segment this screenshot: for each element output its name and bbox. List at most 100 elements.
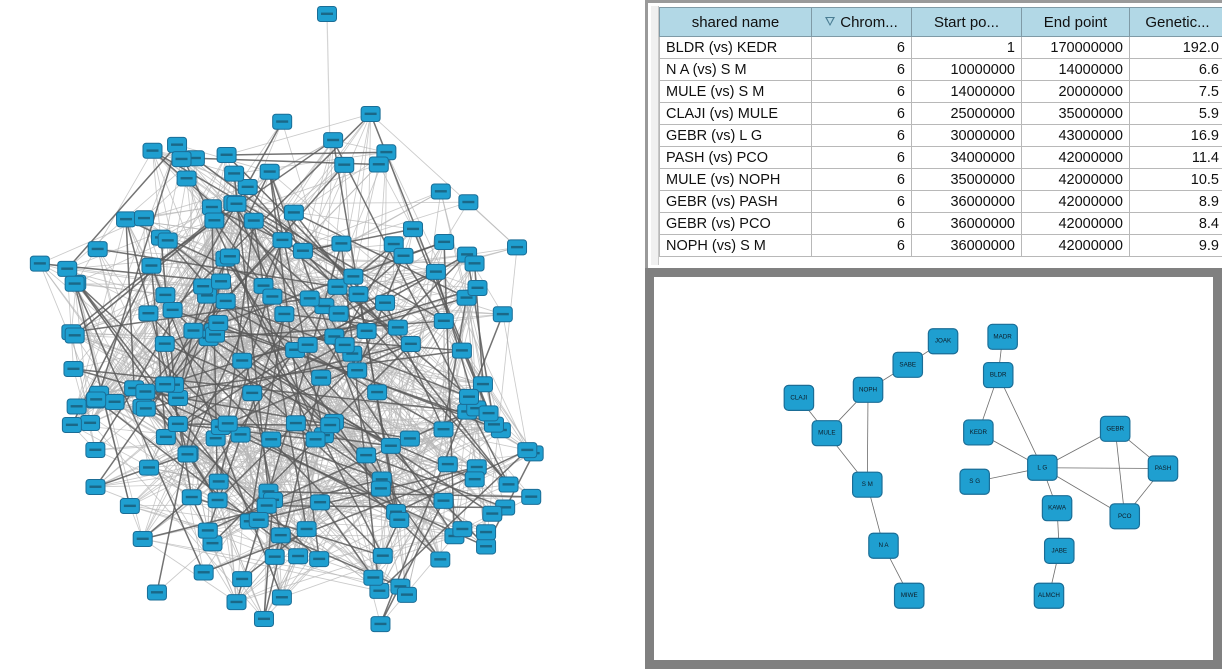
node-shape[interactable]: [783, 384, 815, 411]
sub-network-node-MIWE[interactable]: MIWE: [893, 582, 925, 609]
main-network-node[interactable]: [142, 142, 163, 159]
main-network-node[interactable]: [193, 564, 214, 581]
main-network-edge[interactable]: [129, 505, 320, 560]
main-network-edge[interactable]: [338, 255, 405, 315]
table-row[interactable]: BLDR (vs) KEDR 6 1 170000000 192.0: [659, 36, 1222, 59]
main-network-node[interactable]: [215, 293, 236, 310]
main-network-edge[interactable]: [378, 287, 478, 592]
main-network-node[interactable]: [226, 195, 247, 212]
main-network-edge[interactable]: [142, 538, 237, 603]
column-header-chromosome[interactable]: Chrom...: [811, 7, 912, 37]
main-network-node[interactable]: [66, 398, 87, 415]
main-network-canvas[interactable]: [0, 0, 645, 669]
main-network-node[interactable]: [176, 170, 197, 187]
main-network-edge[interactable]: [365, 263, 475, 456]
sub-network-node-NOPH[interactable]: NOPH: [852, 376, 884, 403]
main-network-node[interactable]: [139, 459, 160, 476]
main-network-edge[interactable]: [186, 178, 217, 439]
main-network-node[interactable]: [331, 235, 352, 252]
main-network-node[interactable]: [271, 589, 292, 606]
main-network-node[interactable]: [467, 279, 488, 296]
main-network-node[interactable]: [135, 383, 156, 400]
main-network-node[interactable]: [119, 498, 140, 515]
main-network-edge[interactable]: [341, 243, 404, 257]
main-network-edge[interactable]: [95, 398, 299, 557]
main-network-edge[interactable]: [226, 113, 371, 156]
main-network-edge[interactable]: [326, 13, 331, 151]
node-shape[interactable]: [1027, 454, 1058, 481]
main-network-node[interactable]: [372, 547, 393, 564]
main-network-node[interactable]: [434, 234, 455, 251]
sub-network-node-ALMCH[interactable]: ALMCH: [1033, 582, 1065, 609]
sub-network-edge[interactable]: [866, 389, 869, 485]
main-network-edge[interactable]: [73, 283, 205, 573]
sub-network-edge[interactable]: [1114, 428, 1126, 517]
main-network-edge[interactable]: [226, 151, 387, 156]
table-row[interactable]: N A (vs) S M 6 10000000 14000000 6.6: [659, 58, 1222, 81]
main-network-node[interactable]: [396, 586, 417, 603]
main-network-node[interactable]: [177, 446, 198, 463]
main-network-node[interactable]: [232, 352, 253, 369]
main-network-node[interactable]: [433, 492, 454, 509]
main-network-node[interactable]: [433, 313, 454, 330]
main-network-node[interactable]: [464, 471, 485, 488]
main-network-edge[interactable]: [320, 377, 487, 547]
main-network-edge[interactable]: [66, 268, 179, 425]
node-shape[interactable]: [1109, 503, 1141, 530]
main-network-edge[interactable]: [76, 240, 168, 284]
main-network-edge[interactable]: [253, 220, 265, 286]
table-row[interactable]: MULE (vs) S M 6 14000000 20000000 7.5: [659, 80, 1222, 103]
main-network-node[interactable]: [61, 417, 82, 434]
table-row[interactable]: CLAJI (vs) MULE 6 25000000 35000000 5.9: [659, 102, 1222, 125]
main-network-edge[interactable]: [142, 406, 267, 507]
main-network-node[interactable]: [264, 548, 285, 565]
main-network-edge[interactable]: [214, 334, 237, 603]
main-network-edge[interactable]: [156, 543, 213, 593]
node-shape[interactable]: [852, 471, 883, 498]
main-network-edge[interactable]: [217, 500, 265, 620]
main-network-node[interactable]: [216, 146, 237, 163]
main-network-node[interactable]: [57, 260, 78, 277]
main-network-node[interactable]: [64, 327, 85, 344]
main-network-edge[interactable]: [203, 254, 468, 287]
column-header-genetic[interactable]: Genetic...: [1129, 7, 1222, 37]
main-network-node[interactable]: [141, 257, 162, 274]
main-network-edge[interactable]: [76, 406, 299, 557]
main-network-node[interactable]: [292, 242, 313, 259]
main-network-edge[interactable]: [227, 423, 276, 557]
node-shape[interactable]: [1041, 495, 1073, 522]
main-network-node[interactable]: [259, 163, 280, 180]
main-network-edge[interactable]: [268, 490, 532, 498]
main-network-node[interactable]: [296, 521, 317, 538]
main-network-node[interactable]: [154, 335, 175, 352]
main-network-node[interactable]: [430, 183, 451, 200]
main-network-edge[interactable]: [176, 144, 317, 440]
main-network-edge[interactable]: [306, 528, 401, 587]
main-network-edge[interactable]: [191, 349, 296, 498]
main-network-node[interactable]: [458, 194, 479, 211]
sub-network-node-GEBR[interactable]: GEBR: [1099, 415, 1131, 442]
node-shape[interactable]: [893, 582, 925, 609]
main-network-node[interactable]: [363, 569, 384, 586]
main-network-edge[interactable]: [133, 387, 487, 548]
main-network-edge[interactable]: [143, 186, 248, 219]
main-network-node[interactable]: [104, 393, 125, 410]
main-network-node[interactable]: [167, 416, 188, 433]
main-network-node[interactable]: [498, 476, 519, 493]
main-network-node[interactable]: [299, 290, 320, 307]
main-network-node[interactable]: [226, 594, 247, 611]
main-network-node[interactable]: [348, 286, 369, 303]
main-network-edge[interactable]: [343, 164, 354, 277]
main-network-node[interactable]: [367, 384, 388, 401]
main-network-edge[interactable]: [406, 287, 478, 595]
edge-table[interactable]: shared name Chrom... Start po... End poi…: [659, 7, 1222, 257]
main-network-node[interactable]: [492, 306, 513, 323]
main-network-node[interactable]: [155, 287, 176, 304]
main-network-edge[interactable]: [461, 350, 535, 454]
main-network-node[interactable]: [343, 268, 364, 285]
main-network-node[interactable]: [375, 294, 396, 311]
main-network-node[interactable]: [256, 497, 277, 514]
main-network-node[interactable]: [393, 247, 414, 264]
main-network-edge[interactable]: [152, 150, 445, 322]
